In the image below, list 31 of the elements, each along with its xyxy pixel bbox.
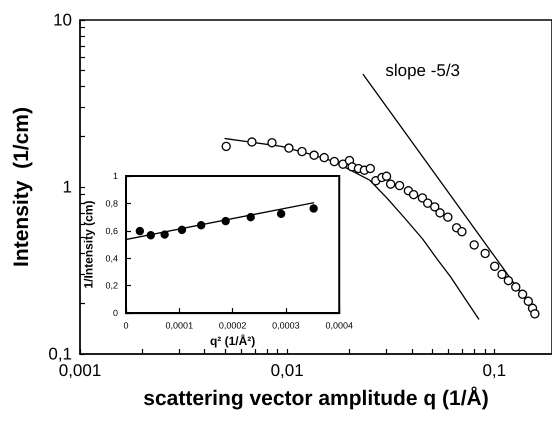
point (222, 216, 230, 226)
point (160, 230, 169, 239)
point (178, 226, 186, 234)
y-tick-label: 0,1 (48, 344, 72, 364)
point (276, 210, 286, 218)
point (197, 221, 206, 230)
y-tick-label: 0 (112, 308, 118, 318)
y-tick-label: 1 (112, 171, 118, 181)
point (136, 226, 144, 236)
x-tick-label: 0,1 (482, 361, 506, 380)
y-tick-label: 0,4 (105, 253, 118, 264)
y-tick-label: 0,6 (105, 226, 118, 236)
annotation: slope -5/3 (385, 61, 460, 80)
y-tick-label: 0,2 (105, 280, 118, 291)
point (310, 204, 318, 213)
y-axis-title: 1/Intensity (cm) (82, 200, 96, 289)
x-axis-title: scattering vector amplitude q (1/Å) (143, 386, 489, 410)
y-tick-label: 10 (53, 10, 72, 30)
y-axis-title: Intensity (1/cm) (10, 107, 33, 267)
x-tick-label: 0,01 (270, 361, 304, 380)
x-tick-label: 0,001 (58, 361, 102, 380)
y-tick-label: 0,8 (105, 198, 118, 208)
x-tick-label: 0,0003 (272, 320, 300, 331)
x-tick-label: 0 (123, 320, 129, 331)
x-tick-label: 0,0001 (166, 320, 194, 331)
point (246, 212, 255, 222)
x-tick-label: 0,0004 (325, 320, 353, 331)
x-tick-label: 0,0002 (218, 320, 246, 331)
point (146, 231, 155, 240)
y-tick-label: 1 (62, 178, 72, 196)
x-axis-title: q² (1/Å²) (210, 334, 256, 348)
